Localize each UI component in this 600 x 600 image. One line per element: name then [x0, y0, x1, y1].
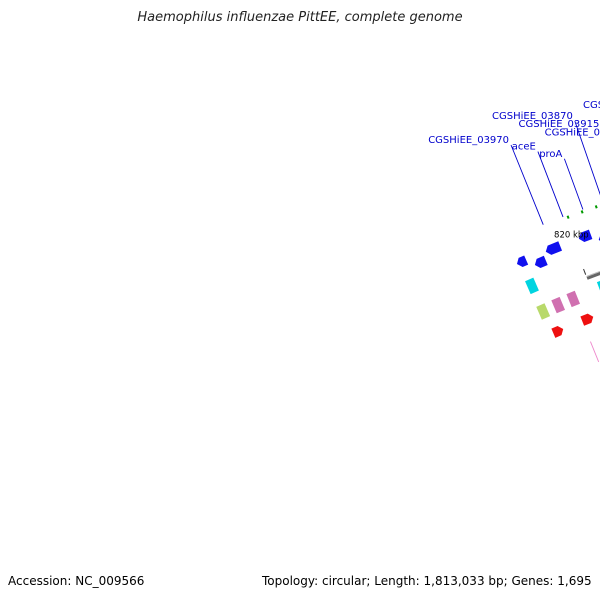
accession-text: Accession: NC_009566 — [8, 574, 145, 588]
reverse-cog-block — [551, 296, 566, 314]
forward-gene-leader-line — [510, 144, 544, 225]
map-title: Haemophilus influenzae PittEE, complete … — [137, 10, 463, 25]
reverse-gene-arrow — [551, 326, 564, 338]
kbp-tick-label: 820 kbp — [554, 230, 589, 240]
reverse-gene-leader-line — [590, 341, 600, 363]
forward-gene-label: CGSHiEE_03945 — [583, 100, 600, 111]
forward-cog-block — [525, 277, 539, 295]
forward-gene-arrow — [534, 255, 548, 269]
forward-gene-leader-line — [563, 158, 584, 210]
forward-gene-arrow — [516, 255, 529, 268]
genome-summary-text: Topology: circular; Length: 1,813,033 bp… — [262, 574, 592, 588]
reverse-gene-arrow — [580, 313, 594, 326]
reverse-cog-block — [566, 290, 581, 308]
forward-gene-label: CGSHiEE_03920 — [545, 128, 600, 139]
forward-gene-leader-line — [574, 120, 600, 196]
kbp-tick-mark — [583, 268, 587, 275]
forward-gene-label: CGSHiEE_03915 — [519, 119, 600, 130]
forward-gene-leader-line — [537, 151, 564, 218]
forward-gene-label: proA — [539, 149, 562, 160]
reverse-cog-block — [536, 303, 551, 320]
forward-gene-label: CGSHiEE_03970 — [428, 135, 509, 146]
forward-gene-arrow — [545, 241, 563, 255]
forward-gene-arrow — [578, 229, 593, 243]
forward-gene-label: aceE — [512, 142, 536, 153]
forward-gene-label: CGSHiEE_03870 — [492, 111, 573, 122]
